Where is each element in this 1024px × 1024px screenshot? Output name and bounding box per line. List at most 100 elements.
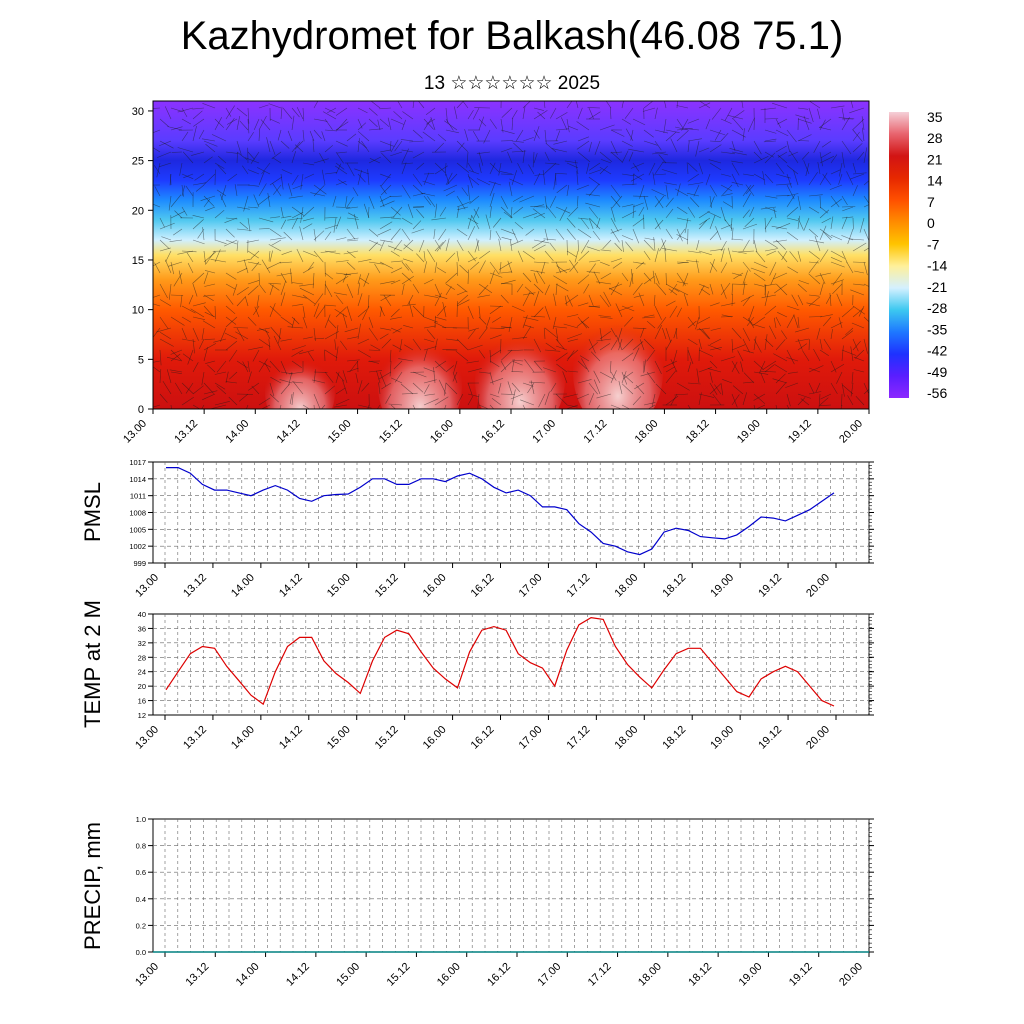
x-tick-label: 17.00: [530, 418, 558, 446]
x-tick-label: 20.00: [804, 724, 832, 752]
x-tick-label: 20.00: [804, 572, 832, 600]
precip-ylabel: PRECIP, mm: [80, 822, 105, 950]
x-tick-label: 17.00: [517, 724, 545, 752]
x-tick-label: 14.12: [277, 572, 305, 600]
x-tick-label: 18.00: [636, 961, 664, 989]
x-tick-label: 13.12: [181, 724, 209, 752]
colorbar-label: 28: [927, 130, 943, 146]
x-tick-label: 18.00: [612, 572, 640, 600]
pmsl-panel: 999 1002 1005 1008 1011 1014 1017 13.00 13.12 14.…: [80, 458, 874, 600]
x-tick-label: 15.00: [325, 572, 353, 600]
x-tick-label: 14.00: [223, 418, 251, 446]
x-tick-label: 18.12: [686, 961, 714, 989]
x-tick-label: 16.12: [469, 572, 497, 600]
y-tick-label: 20: [138, 682, 146, 691]
y-tick-label: 12: [138, 711, 146, 720]
x-tick-label: 16.12: [479, 418, 507, 446]
colorbar-label: 14: [927, 173, 943, 189]
warm-spot: [573, 312, 663, 409]
x-tick-label: 19.12: [756, 572, 784, 600]
colorbar: 35 28 21 14 7 0 -7 -14 -21 -28 -35 -42 -49 -56: [889, 109, 947, 401]
x-tick-label: 15.12: [385, 961, 413, 989]
x-tick-label: 18.12: [660, 572, 688, 600]
colorbar-label: 7: [927, 194, 935, 210]
x-tick-label: 15.12: [373, 572, 401, 600]
y-tick-label: 0: [138, 404, 144, 416]
x-tick-label: 19.00: [735, 418, 763, 446]
x-tick-label: 14.12: [275, 418, 303, 446]
x-tick-label: 16.00: [421, 572, 449, 600]
x-tick-label: 15.00: [334, 961, 362, 989]
x-tick-label: 14.12: [277, 724, 305, 752]
y-tick-label: 30: [132, 106, 144, 118]
y-tick-label: 1014: [129, 475, 146, 484]
warm-spot: [475, 325, 565, 409]
y-tick-label: 24: [138, 668, 146, 677]
y-tick-label: 0.2: [136, 921, 146, 930]
x-tick-label: 17.12: [565, 572, 593, 600]
x-tick-label: 13.12: [183, 961, 211, 989]
x-tick-label: 16.00: [421, 724, 449, 752]
warm-spots: [265, 312, 663, 409]
x-tick-label: 15.00: [326, 418, 354, 446]
y-tick-label: 1008: [129, 509, 146, 518]
y-tick-label: 0.0: [136, 948, 146, 957]
x-tick-label: 15.12: [373, 724, 401, 752]
x-tick-label: 19.00: [708, 572, 736, 600]
x-tick-label: 18.12: [684, 418, 712, 446]
x-tick-label: 13.12: [181, 572, 209, 600]
x-tick-label: 19.00: [737, 961, 765, 989]
y-tick-label: 0.8: [136, 842, 146, 851]
y-tick-label: 20: [132, 205, 144, 217]
x-tick-label: 13.00: [121, 418, 149, 446]
x-tick-label: 19.00: [708, 724, 736, 752]
x-tick-label: 15.00: [325, 724, 353, 752]
y-tick-label: 0.6: [136, 868, 146, 877]
wind-barbs: [153, 101, 869, 409]
colorbar-label: -49: [927, 364, 947, 380]
x-tick-label: 16.12: [469, 724, 497, 752]
x-tick-label: 18.00: [612, 724, 640, 752]
precip-panel: 0.0 0.2 0.4 0.6 0.8 1.0 13.00 13.12 14.00 14.12 15…: [80, 815, 874, 989]
y-tick-label: 1017: [129, 458, 146, 467]
colorbar-label: -7: [927, 236, 940, 252]
chart-title: Kazhydromet for Balkash(46.08 75.1): [180, 14, 844, 58]
pmsl-ylabel: PMSL: [80, 482, 105, 542]
colorbar-label: -35: [927, 321, 947, 337]
y-tick-label: 1005: [129, 525, 146, 534]
pmsl-series-line: [166, 467, 835, 556]
x-tick-label: 17.00: [535, 961, 563, 989]
x-tick-label: 15.12: [377, 418, 405, 446]
colorbar-label: 35: [927, 109, 943, 125]
y-tick-label: 25: [132, 156, 144, 168]
colorbar-label: -28: [927, 300, 947, 316]
x-tick-label: 17.12: [581, 418, 609, 446]
warm-spot: [378, 330, 462, 409]
warm-spot: [265, 350, 335, 409]
y-tick-label: 5: [138, 354, 144, 366]
colorbar-label: 21: [927, 151, 943, 167]
x-tick-label: 16.00: [428, 418, 456, 446]
colorbar-labels: 35 28 21 14 7 0 -7 -14 -21 -28 -35 -42 -49 -56: [927, 109, 947, 401]
colorbar-label: -42: [927, 343, 947, 359]
y-tick-label: 1002: [129, 542, 146, 551]
x-tick-label: 18.00: [633, 418, 661, 446]
x-tick-label: 17.12: [586, 961, 614, 989]
x-tick-label: 16.12: [485, 961, 513, 989]
y-tick-label: 36: [138, 624, 146, 633]
y-tick-label: 1.0: [136, 815, 146, 824]
x-tick-label: 19.12: [786, 418, 814, 446]
temp-panel: 12 16 20 24 28 32 36 40 13.00 13.12 14.00 14.12 15.0…: [80, 600, 874, 752]
y-tick-label: 15: [132, 255, 144, 267]
x-tick-label: 14.00: [229, 724, 257, 752]
x-tick-label: 18.12: [660, 724, 688, 752]
precip-frame: [152, 818, 870, 953]
y-tick-label: 10: [132, 305, 144, 317]
x-tick-label: 19.12: [787, 961, 815, 989]
x-tick-label: 13.00: [133, 724, 161, 752]
y-tick-label: 28: [138, 653, 146, 662]
x-tick-label: 14.00: [229, 572, 257, 600]
y-tick-label: 0.4: [136, 895, 146, 904]
x-tick-label: 14.12: [284, 961, 312, 989]
